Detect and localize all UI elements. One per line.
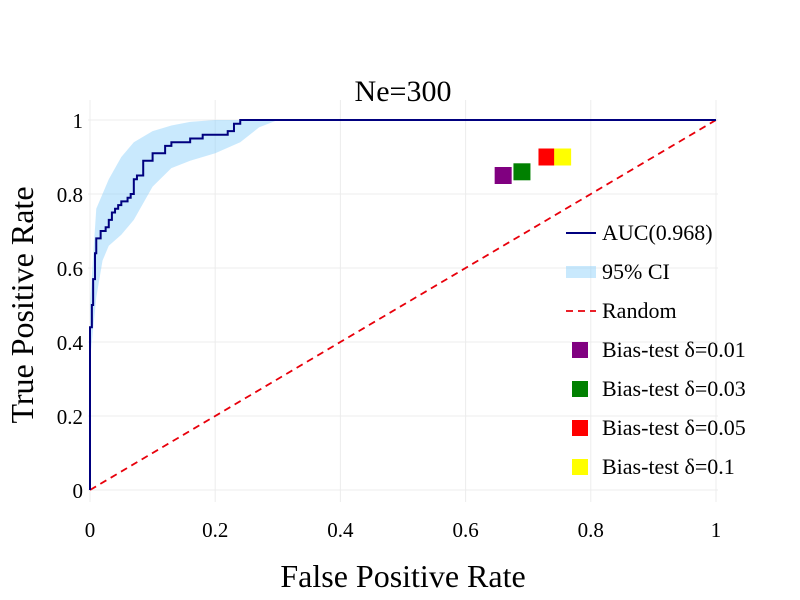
legend-label: Bias-test δ=0.01 (602, 337, 746, 362)
legend-label: Bias-test δ=0.03 (602, 376, 746, 401)
legend-item-bias-test-0-1: Bias-test δ=0.1 (572, 454, 735, 479)
legend-item-random: Random (566, 298, 677, 323)
y-tick-label-2: 0.4 (57, 331, 84, 355)
ci-band-layer (90, 120, 278, 361)
legend-swatch (572, 459, 588, 475)
y-tick-label-5: 1 (73, 109, 84, 133)
bias-test-marker-bias-test-0-03 (513, 163, 531, 181)
legend-swatch (572, 342, 588, 358)
legend-label: Random (602, 298, 677, 323)
legend-swatch (566, 266, 596, 278)
bias-test-marker-bias-test-0-05 (538, 148, 556, 166)
legend-label: Bias-test δ=0.05 (602, 415, 746, 440)
roc-curve (89, 119, 716, 490)
chart-title: Ne=300 (355, 75, 452, 108)
y-tick-label-0: 0 (73, 479, 84, 503)
legend-swatch (572, 420, 588, 436)
legend-item-bias-test-0-05: Bias-test δ=0.05 (572, 415, 746, 440)
x-tick-label-5: 1 (711, 518, 722, 542)
x-tick-label-0: 0 (85, 518, 96, 542)
y-axis-label: True Positive Rate (4, 186, 40, 423)
legend-item-bias-test-0-03: Bias-test δ=0.03 (572, 376, 746, 401)
x-tick-label-3: 0.6 (452, 518, 478, 542)
legend-label: AUC(0.968) (602, 220, 713, 245)
x-axis-label: False Positive Rate (280, 558, 525, 594)
line-layer (89, 119, 717, 491)
random-line (89, 119, 717, 491)
y-tick-label-4: 0.8 (57, 183, 83, 207)
legend: AUC(0.968) 95% CI Random Bias-test δ=0.01 Bi… (566, 220, 746, 479)
bias-test-marker-bias-test-0-1 (554, 148, 572, 166)
legend-item-bias-test-0-01: Bias-test δ=0.01 (572, 337, 746, 362)
marker-layer (494, 148, 572, 184)
grid-layer (88, 100, 718, 502)
legend-item-95-ci: 95% CI (566, 259, 670, 284)
x-tick-label-2: 0.4 (327, 518, 354, 542)
bias-test-marker-bias-test-0-01 (494, 167, 512, 184)
x-tick-label-4: 0.8 (578, 518, 604, 542)
x-tick-label-1: 0.2 (202, 518, 228, 542)
y-tick-label-3: 0.6 (57, 257, 83, 281)
tick-layer: 0 0.2 0.4 0.6 0.8 1 0 0.2 0.4 0.6 0.8 1 (57, 109, 722, 542)
ci-band (90, 120, 278, 361)
legend-label: Bias-test δ=0.1 (602, 454, 735, 479)
y-tick-label-1: 0.2 (57, 405, 83, 429)
legend-label: 95% CI (602, 259, 670, 284)
legend-swatch (572, 381, 588, 397)
legend-item-auc-0-968: AUC(0.968) (566, 220, 713, 245)
